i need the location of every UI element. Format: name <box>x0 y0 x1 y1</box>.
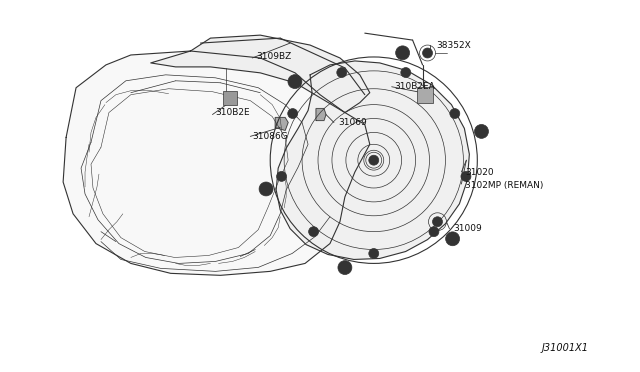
Polygon shape <box>63 51 370 275</box>
Text: 310B2E: 310B2E <box>216 108 250 117</box>
Circle shape <box>259 182 273 196</box>
Circle shape <box>308 227 319 237</box>
Text: 31009: 31009 <box>453 224 482 233</box>
Circle shape <box>474 125 488 138</box>
Text: J31001X1: J31001X1 <box>542 343 589 353</box>
Text: 31020: 31020 <box>465 168 494 177</box>
Circle shape <box>369 155 379 165</box>
Circle shape <box>429 227 439 237</box>
Circle shape <box>288 75 302 89</box>
Circle shape <box>369 248 379 259</box>
Text: 38352X: 38352X <box>436 41 471 49</box>
FancyBboxPatch shape <box>417 87 433 103</box>
Circle shape <box>445 232 460 246</box>
Polygon shape <box>151 35 370 113</box>
Polygon shape <box>316 109 326 121</box>
Text: 310B2EA: 310B2EA <box>395 82 435 91</box>
Circle shape <box>422 48 433 58</box>
Circle shape <box>338 261 352 275</box>
Circle shape <box>450 109 460 119</box>
Circle shape <box>276 171 287 182</box>
Circle shape <box>401 68 411 77</box>
Circle shape <box>396 46 410 60</box>
Text: 3109BZ: 3109BZ <box>256 52 292 61</box>
Circle shape <box>461 171 471 182</box>
FancyBboxPatch shape <box>223 91 237 105</box>
Circle shape <box>433 217 442 227</box>
Polygon shape <box>276 61 469 259</box>
Polygon shape <box>275 118 288 131</box>
Circle shape <box>288 109 298 119</box>
Text: 31086G: 31086G <box>252 132 288 141</box>
Text: 31069: 31069 <box>338 118 367 127</box>
Text: 3102MP (REMAN): 3102MP (REMAN) <box>465 180 544 189</box>
Circle shape <box>337 68 347 77</box>
